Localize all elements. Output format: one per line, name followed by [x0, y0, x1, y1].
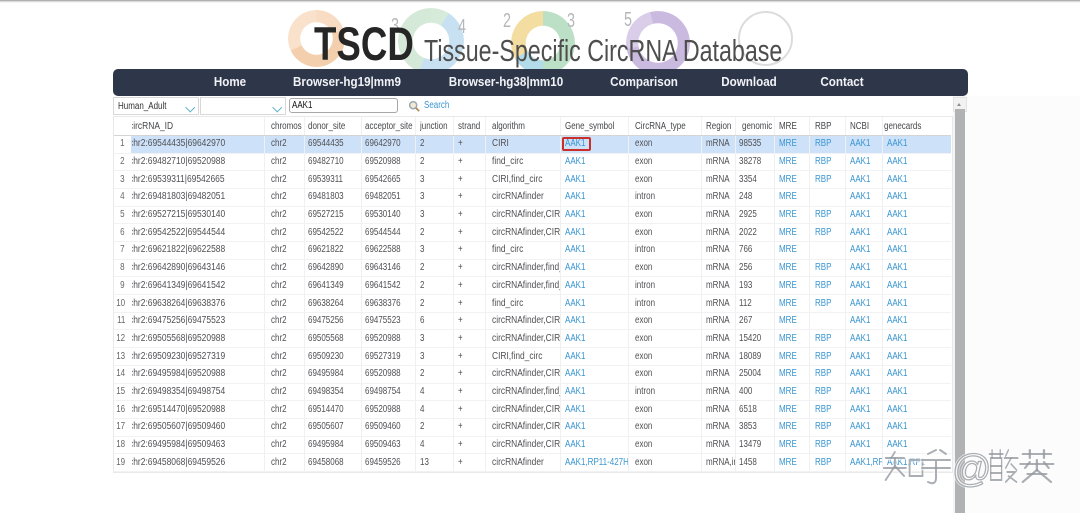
svg-text:@: @ [952, 448, 992, 491]
svg-text:@: @ [952, 448, 992, 491]
